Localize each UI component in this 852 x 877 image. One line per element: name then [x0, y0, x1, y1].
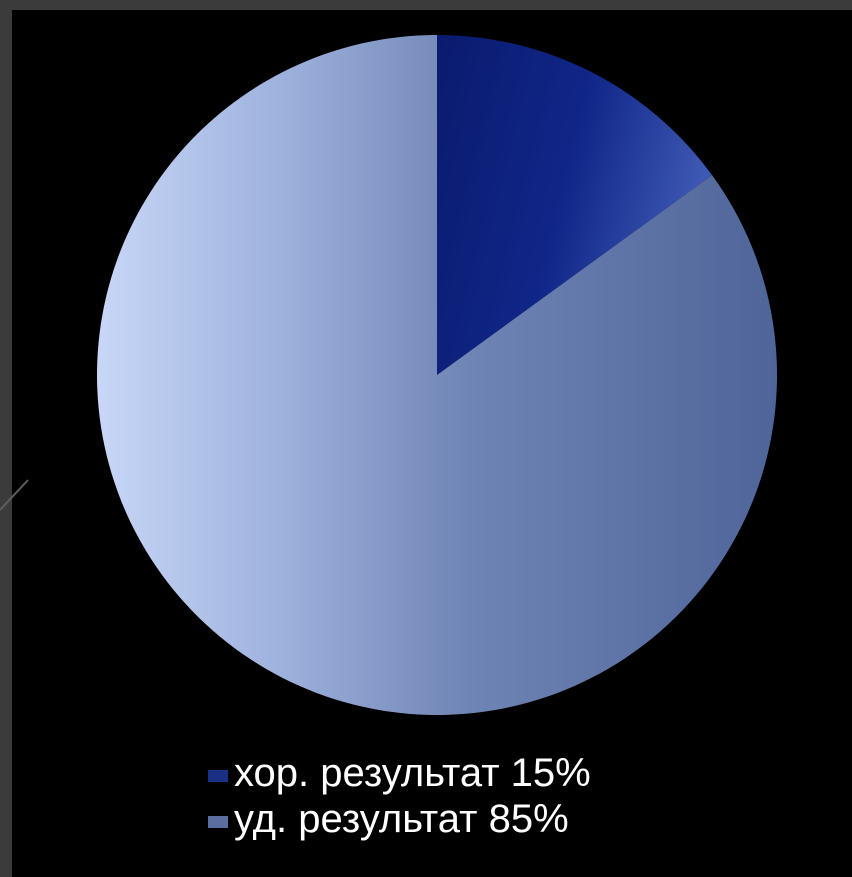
- legend-swatch-good-result: [208, 770, 228, 782]
- legend-item-satisfactory-result: уд. результат 85%: [208, 796, 808, 842]
- legend-swatch-satisfactory-result: [208, 816, 228, 828]
- pie-slices: [97, 35, 777, 715]
- legend-label-satisfactory-result: уд. результат 85%: [234, 796, 569, 842]
- legend-item-good-result: хор. результат 15%: [208, 750, 808, 796]
- decorative-line: [0, 480, 28, 510]
- legend-label-good-result: хор. результат 15%: [234, 750, 591, 796]
- legend: хор. результат 15% уд. результат 85%: [208, 750, 808, 842]
